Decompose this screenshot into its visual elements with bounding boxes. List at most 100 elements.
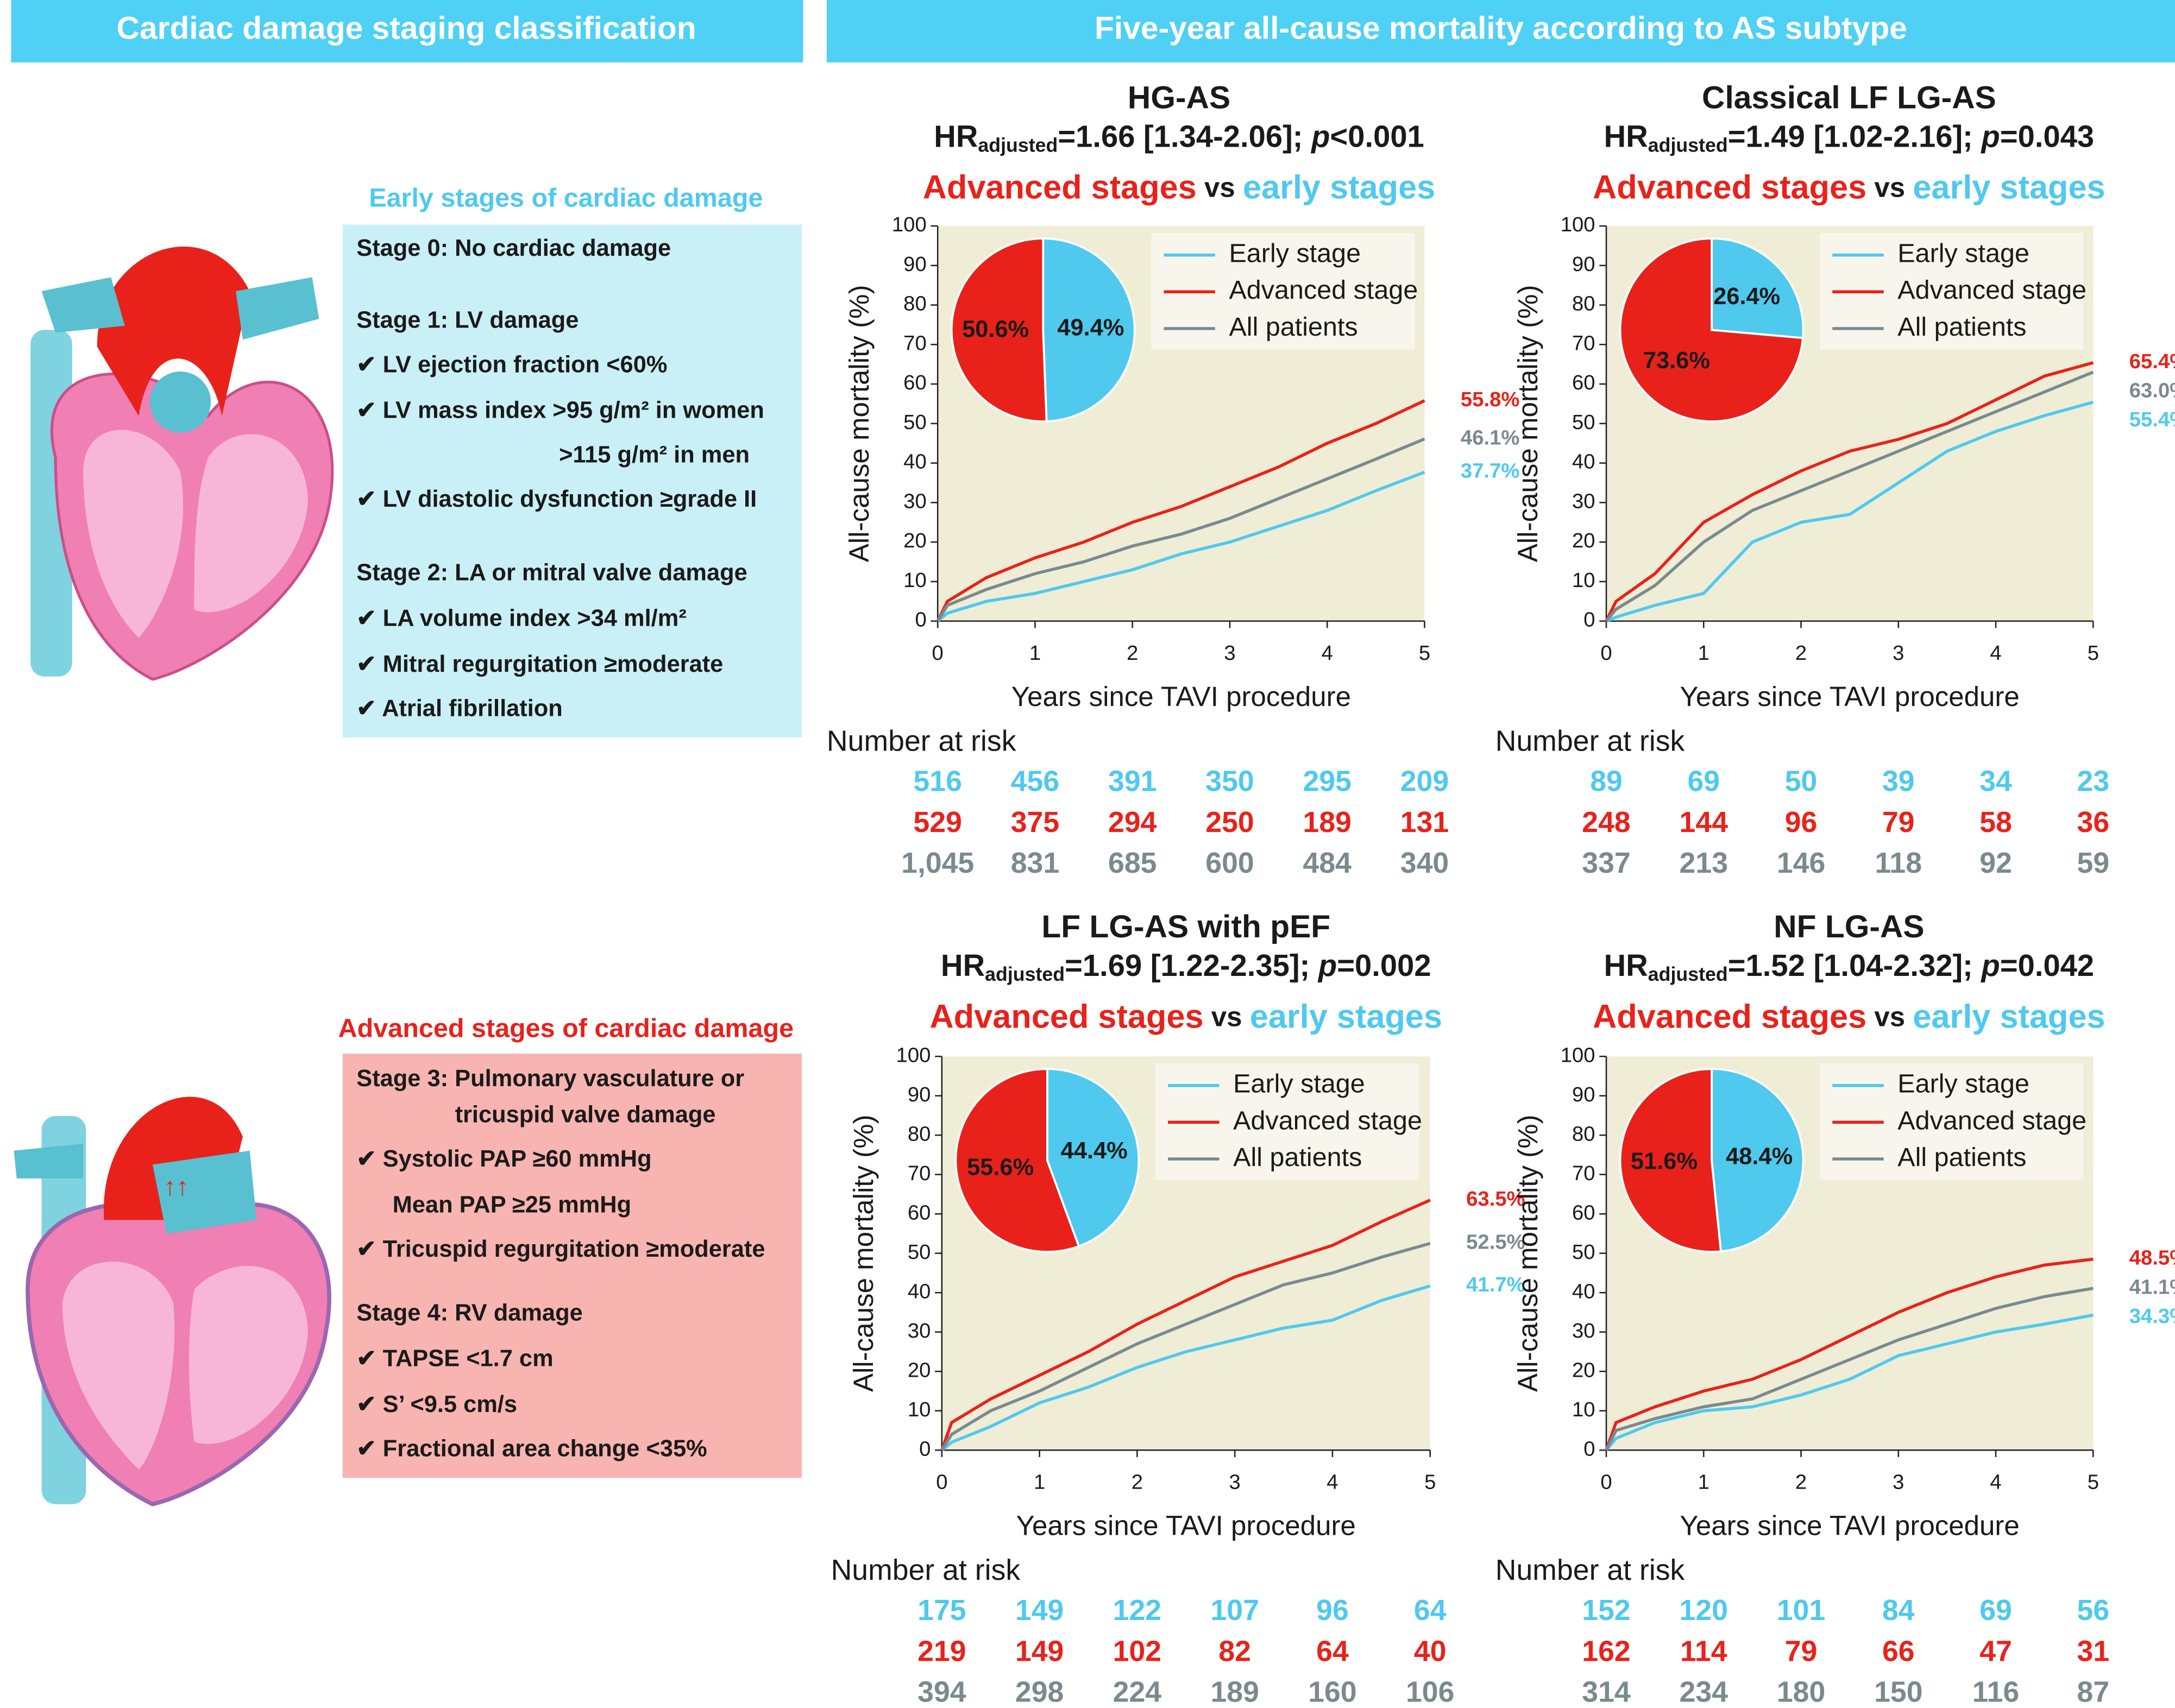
risk-table-cell: 295 [1303,765,1351,797]
panel-line: ✔ LA volume index >34 ml/m² [356,606,687,632]
risk-table-cell: 250 [1205,806,1254,839]
risk-table-cell: 248 [1582,806,1630,839]
pie-label: 51.6% [1631,1149,1698,1175]
panel-line: >115 g/m² in men [559,442,750,468]
risk-table-cell: 685 [1108,847,1156,879]
x-tick-label: 3 [1229,1471,1241,1494]
p-symbol: p [1310,119,1330,153]
end-value-label: 41.7% [1466,1273,1525,1296]
x-tick-label: 5 [1424,1471,1436,1494]
risk-table-cell: 56 [2077,1594,2110,1627]
pie-label: 49.4% [1057,314,1124,341]
y-tick-label: 40 [1572,1280,1595,1303]
risk-table-cell: 350 [1205,765,1254,797]
comparison-vs: vs [1866,172,1913,203]
x-tick-label: 1 [1034,1471,1045,1494]
risk-table-cell: 213 [1680,847,1728,879]
end-value-label: 55.4% [2129,408,2175,431]
panel-line: ✔ Mitral regurgitation ≥moderate [356,651,723,677]
curve [940,1199,1431,1451]
panel-line: Stage 2: LA or mitral valve damage [356,559,747,585]
hazard-ratio: HRadjusted=1.69 [1.22-2.35]; p=0.002 [941,948,1431,986]
y-tick-label: 100 [892,213,927,236]
end-value-label: 63.5% [1466,1187,1525,1211]
panel-line: ✔ LV mass index >95 g/m² in women [356,398,764,424]
risk-table-title: Number at risk [1495,724,1685,757]
early-panel-box [342,224,802,738]
hr-prefix: HR [941,948,985,982]
risk-table-title: Number at risk [1495,1554,1685,1586]
risk-table-cell: 180 [1777,1676,1825,1708]
x-tick-label: 4 [1322,641,1333,665]
y-tick-label: 80 [1572,292,1595,316]
hr-prefix: HR [1604,948,1648,982]
heart-illustration-early [30,246,334,681]
curve [1605,370,2094,622]
panel-line: Stage 1: LV damage [356,307,579,333]
y-tick-label: 20 [1572,1358,1595,1382]
left-header-band [11,0,803,62]
y-tick-label: 10 [903,569,927,592]
legend-label: Early stage [1233,1069,1365,1099]
end-value-label: 55.8% [1461,388,1520,411]
pie-label: 26.4% [1713,283,1780,310]
y-tick-label: 40 [1572,450,1595,474]
panel-line: ✔ Systolic PAP ≥60 mmHg [356,1146,651,1172]
pie-label: 44.4% [1061,1138,1128,1164]
y-tick-label: 100 [1561,1043,1595,1067]
risk-table-cell: 294 [1108,806,1157,839]
risk-table-cell: 39 [1882,765,1915,797]
x-axis-label: Years since TAVI procedure [1680,1510,2020,1541]
y-tick-label: 20 [908,1358,931,1382]
risk-table-cell: 150 [1874,1676,1922,1708]
y-tick-label: 60 [903,371,927,394]
risk-table-cell: 64 [1414,1594,1447,1627]
risk-table-cell: 189 [1210,1676,1259,1708]
legend-label: Early stage [1229,239,1361,268]
comparison-early: early stages [1243,169,1435,206]
comparison-advanced: Advanced stages [1593,998,1866,1035]
chart-title: NF LG-AS [1774,909,1924,944]
risk-table-cell: 106 [1406,1676,1454,1708]
risk-table-cell: 144 [1680,806,1728,839]
heart-illustration-advanced: ↑↑ [14,1096,331,1507]
legend-label: Advanced stage [1897,1106,2086,1135]
x-tick-label: 2 [1127,641,1138,665]
hr-subscript: adjusted [985,964,1065,986]
panel-line: ✔ S’ <9.5 cm/s [356,1391,517,1417]
pie-slice [1619,237,1805,423]
risk-table-cell: 116 [1972,1676,2020,1708]
legend-label: Early stage [1897,239,2029,268]
hr-text: =1.66 [1.34-2.06]; [1058,119,1311,153]
chart-title: HG-AS [1128,80,1230,115]
y-tick-label: 0 [1583,1437,1595,1460]
risk-table-cell: 600 [1205,847,1254,879]
curve [936,437,1425,622]
y-tick-label: 70 [1572,331,1595,355]
curve [1605,400,2094,623]
hr-text: =1.69 [1.22-2.35]; [1065,948,1318,982]
end-value-label: 34.3% [2129,1304,2175,1328]
y-tick-label: 70 [1572,1162,1595,1185]
x-tick-label: 5 [1419,641,1430,665]
risk-table-cell: 394 [917,1676,966,1708]
comparison-vs: vs [1197,172,1243,203]
risk-table-cell: 224 [1113,1676,1162,1708]
comparison-vs: vs [1204,1001,1250,1032]
panel-line: ✔ Fractional area change <35% [356,1436,707,1462]
pie-label: 48.4% [1726,1144,1793,1170]
comparison: Advanced stages vs early stages [923,169,1435,206]
risk-table-cell: 31 [2077,1635,2110,1667]
risk-table-cell: 23 [2077,765,2110,797]
panel-line: ✔ LV ejection fraction <60% [356,351,667,377]
risk-table-cell: 152 [1582,1594,1630,1627]
x-tick-label: 4 [1327,1471,1338,1494]
y-tick-label: 0 [919,1437,931,1460]
x-axis-label: Years since TAVI procedure [1680,681,2020,712]
y-tick-label: 30 [908,1319,931,1343]
risk-table-cell: 340 [1400,847,1449,879]
legend-label: Advanced stage [1233,1106,1422,1135]
panel-line: ✔ TAPSE <1.7 cm [356,1346,553,1372]
risk-table-cell: 36 [2077,806,2110,839]
hr-prefix: HR [934,119,978,153]
